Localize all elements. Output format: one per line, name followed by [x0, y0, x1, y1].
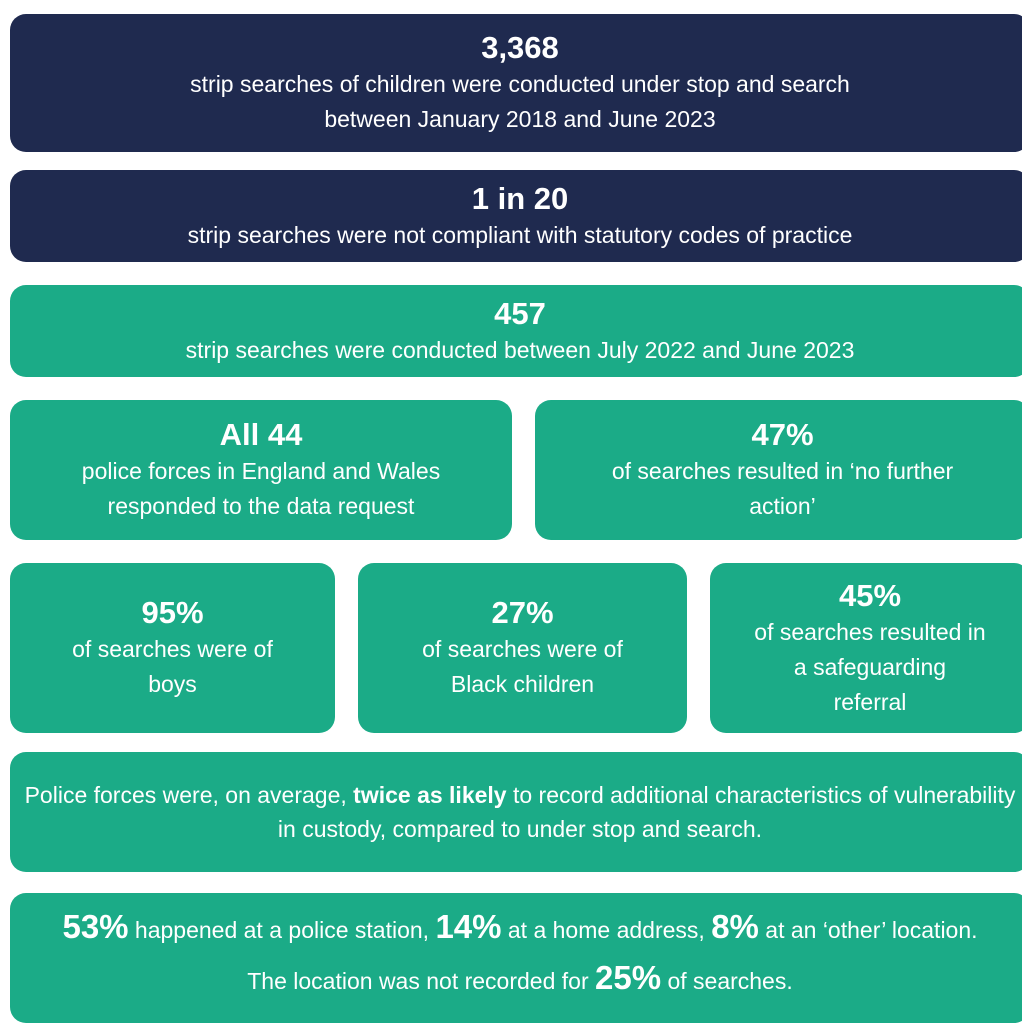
- stat-text: strip searches of children were conducte…: [190, 71, 850, 97]
- stat-headline: 1 in 20: [471, 180, 569, 216]
- note-emphasis: twice as likely: [353, 782, 507, 808]
- locations: 53% happened at a police station, 14% at…: [10, 903, 1022, 1005]
- stat-headline: 27%: [491, 595, 554, 630]
- location-text: of searches.: [661, 968, 793, 994]
- location-text: happened at a police station,: [128, 917, 436, 943]
- stat-text: responded to the data request: [107, 493, 415, 519]
- stat-text: of searches resulted in ‘no further: [611, 458, 954, 484]
- stat-box: 27% of searches were of Black children: [358, 563, 687, 733]
- stat-text: action’: [749, 493, 816, 519]
- stat-text: of searches were of: [72, 636, 273, 662]
- stat-box: 95% of searches were of boys: [10, 563, 335, 733]
- stat-text: a safeguarding: [793, 653, 947, 680]
- location-percent: 53%: [62, 908, 129, 945]
- stat-text: between January 2018 and June 2023: [324, 106, 716, 132]
- stat-box: 457 strip searches were conducted between…: [10, 285, 1022, 377]
- note-text: to record additional characteristics of …: [277, 782, 1016, 842]
- stat-text: Black children: [450, 671, 595, 697]
- location-percent: 8%: [711, 908, 759, 945]
- note: Police forces were, on average, twice as…: [10, 778, 1022, 846]
- stat-headline: 95%: [141, 595, 204, 630]
- stat-text: boys: [148, 671, 197, 697]
- locations-box: 53% happened at a police station, 14% at…: [10, 893, 1022, 1023]
- location-percent: 25%: [595, 959, 662, 996]
- location-text: at an ‘other’ location. The location was…: [247, 917, 978, 994]
- stat-headline: 45%: [838, 577, 902, 613]
- location-text: at a home address,: [501, 917, 712, 943]
- location-percent: 14%: [435, 908, 502, 945]
- stat-box: All 44 police forces in England and Wales…: [10, 400, 512, 540]
- stat-text: of searches resulted in: [754, 618, 986, 645]
- stat-box: 47% of searches resulted in ‘no further ac…: [535, 400, 1022, 540]
- stat-headline: All 44: [219, 417, 303, 452]
- stat-box: 1 in 20 strip searches were not compliant…: [10, 170, 1022, 262]
- stat-box: 3,368 strip searches of children were con…: [10, 14, 1022, 152]
- stat-headline: 457: [494, 295, 546, 331]
- stat-headline: 3,368: [481, 30, 559, 65]
- stat-text: police forces in England and Wales: [81, 458, 441, 484]
- stat-text: of searches were of: [422, 636, 623, 662]
- stat-box: 45% of searches resulted in a safeguarding…: [710, 563, 1022, 733]
- stat-text: strip searches were conducted between Ju…: [185, 336, 855, 363]
- stat-headline: 47%: [751, 417, 814, 452]
- stat-text: referral: [833, 688, 907, 715]
- note-text: Police forces were, on average,: [24, 782, 354, 808]
- note-box: Police forces were, on average, twice as…: [10, 752, 1022, 872]
- stat-text: strip searches were not compliant with s…: [187, 221, 853, 248]
